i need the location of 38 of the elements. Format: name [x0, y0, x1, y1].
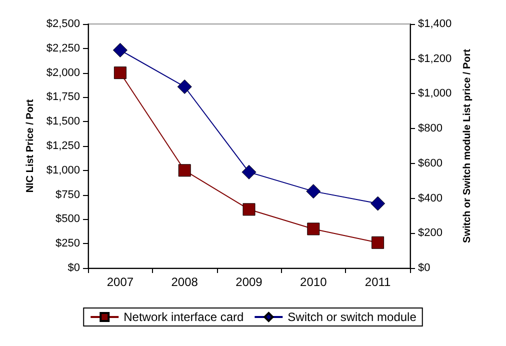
- y-tick-label: $1,000: [46, 164, 80, 176]
- y2-axis-title: Switch or Switch module List price / Port: [462, 48, 474, 243]
- y-axis-title: NIC List Price / Port: [24, 98, 36, 193]
- y2-tick-label: $200: [418, 227, 442, 240]
- point: [242, 164, 256, 180]
- y2-tick-label: $800: [418, 122, 442, 135]
- y2-tick-label: $1,000: [418, 88, 452, 100]
- y-tick-label: $0: [68, 262, 80, 274]
- y-tick-label: $2,250: [46, 42, 80, 54]
- point: [307, 222, 320, 236]
- x-tick-label: 2010: [300, 275, 328, 289]
- y-tick-label: $1,500: [46, 116, 80, 128]
- y2-tick-label: $600: [418, 157, 442, 170]
- y-tick-label: $2,000: [46, 66, 80, 79]
- y-tick-label: $250: [56, 238, 80, 250]
- point: [306, 184, 321, 199]
- y-tick-label: $2,500: [46, 18, 80, 30]
- y2-tick-label: $1,400: [418, 18, 452, 30]
- point: [372, 236, 384, 249]
- x-tick-label: 2007: [106, 275, 134, 289]
- x-tick-label: 2009: [236, 275, 263, 289]
- point: [242, 203, 256, 216]
- point: [177, 79, 192, 94]
- point: [114, 66, 126, 80]
- x-tick-label: 2008: [171, 275, 198, 289]
- y-tick-label: $500: [56, 213, 80, 226]
- y2-tick-label: $1,200: [418, 52, 452, 65]
- y-tick-label: $1,750: [46, 91, 80, 104]
- y2-tick-label: $400: [418, 192, 442, 204]
- point: [370, 196, 386, 211]
- legend-label: Switch or switch module: [288, 310, 417, 324]
- x-tick-label: 2011: [364, 275, 392, 289]
- legend-label: Network interface card: [124, 310, 244, 324]
- point: [178, 164, 191, 177]
- y-tick-label: $750: [56, 188, 80, 201]
- y2-tick-label: $0: [418, 262, 430, 274]
- y-tick-label: $1,250: [46, 140, 80, 152]
- point: [112, 42, 128, 58]
